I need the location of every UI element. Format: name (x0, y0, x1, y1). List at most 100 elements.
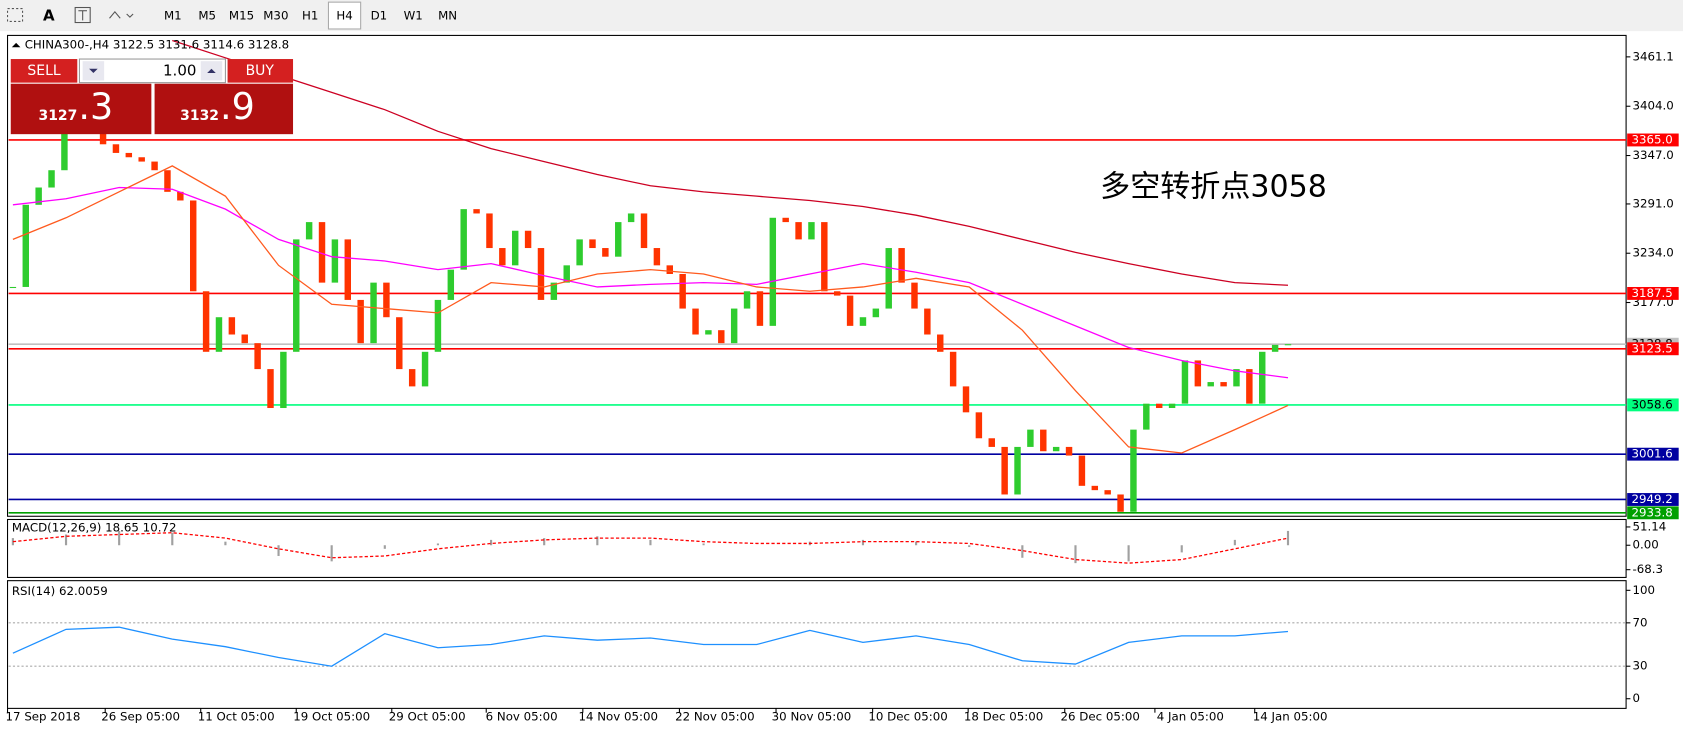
level-label: 3123.5 (1631, 341, 1672, 355)
candle (1259, 351, 1266, 404)
level-label: 2949.2 (1631, 492, 1672, 506)
candle (280, 351, 287, 409)
candle (305, 222, 313, 240)
ask-box[interactable] (154, 83, 294, 135)
candle (1220, 382, 1227, 387)
candle (344, 239, 351, 300)
level-label: 3187.5 (1631, 286, 1672, 300)
ask-big: 3132 (180, 108, 219, 124)
candle (9, 286, 17, 289)
x-tick-label: 22 Nov 05:00 (675, 709, 755, 723)
macd-title: MACD(12,26,9) 18.65 10.72 (12, 521, 177, 535)
candle (189, 200, 197, 292)
x-tick-label: 17 Sep 2018 (6, 709, 81, 723)
candle (202, 291, 210, 352)
moving-average (172, 39, 1289, 286)
macd-bar (489, 539, 493, 546)
candle (1014, 446, 1021, 495)
candle (576, 239, 583, 266)
macd-bar (171, 532, 174, 546)
candle (743, 291, 751, 309)
lot-input[interactable] (78, 58, 226, 84)
macd-bar (277, 545, 280, 556)
timeframe-button[interactable]: M5 (198, 9, 216, 23)
trade-panel: SELL 1.00 BUY 3127 .3 3132 .9 (10, 58, 294, 135)
macd-signal (12, 532, 1289, 564)
y-tick-label: 70 (1633, 615, 1648, 629)
candle (499, 248, 506, 266)
macd-bar (1233, 539, 1236, 546)
y-tick-label: 3291.0 (1633, 196, 1674, 210)
macd-bar (649, 539, 652, 546)
candle (22, 204, 30, 287)
timeframe-button[interactable]: W1 (404, 9, 423, 23)
sell-button[interactable] (10, 59, 78, 83)
candle (267, 369, 274, 409)
x-tick-label: 4 Jan 05:00 (1157, 709, 1224, 723)
macd-bar (543, 538, 546, 546)
macd-panel (6, 518, 1627, 578)
x-tick-label: 19 Oct 05:00 (293, 709, 370, 723)
timeframe-button[interactable]: M30 (263, 9, 288, 23)
level-label: 3058.6 (1631, 397, 1672, 411)
candle (833, 291, 841, 296)
timeframe-button[interactable]: D1 (371, 9, 388, 23)
candle (769, 217, 777, 326)
candle (692, 308, 699, 335)
candle (730, 308, 738, 344)
x-tick-label: 14 Jan 05:00 (1253, 709, 1328, 723)
candle (1168, 403, 1176, 409)
timeframe-button[interactable]: H4 (336, 9, 352, 23)
candle (35, 187, 42, 205)
macd-bar (436, 543, 440, 546)
candle (602, 248, 609, 257)
x-tick-label: 11 Oct 05:00 (198, 709, 275, 723)
level-tag (1627, 286, 1679, 300)
x-tick-label: 30 Nov 05:00 (772, 709, 852, 723)
timeframe-button[interactable]: MN (438, 9, 457, 23)
candle (1052, 446, 1060, 452)
candle (872, 308, 880, 318)
candle (975, 412, 983, 439)
candle (357, 299, 364, 344)
candle (795, 222, 802, 240)
buy-button[interactable] (227, 59, 294, 83)
candle (383, 282, 390, 318)
candle (99, 128, 107, 145)
macd-bar (861, 539, 865, 546)
y-tick-label: 3404.0 (1633, 99, 1674, 113)
candle (640, 213, 648, 249)
bid-box[interactable] (10, 83, 152, 135)
candle (1246, 369, 1253, 404)
x-tick-label: 14 Nov 05:00 (578, 709, 658, 723)
level-tag (1627, 506, 1679, 520)
candle (486, 213, 493, 249)
candle (962, 386, 970, 413)
macd-bar (1074, 545, 1077, 564)
lot-value: 1.00 (163, 61, 196, 79)
macd-bar (64, 534, 68, 546)
macd-bar (702, 543, 705, 546)
candle (254, 343, 261, 370)
candle (138, 157, 145, 162)
candle (1155, 403, 1163, 409)
candle (1027, 429, 1034, 447)
y-tick-label: 3461.1 (1633, 49, 1674, 63)
toolbar-icons: A (6, 7, 134, 25)
candle (949, 351, 957, 387)
macd-bar (224, 541, 227, 546)
candle (782, 217, 789, 223)
candle (1271, 344, 1279, 352)
macd-bar (1180, 545, 1183, 553)
y-tick-label: 3234.0 (1633, 246, 1674, 260)
timeframe-button[interactable]: H1 (302, 9, 318, 23)
timeframe-button[interactable]: M15 (229, 9, 254, 23)
candle (666, 265, 673, 274)
candle (898, 248, 905, 283)
timeframe-button[interactable]: M1 (164, 9, 182, 23)
toolbar (0, 0, 1683, 32)
y-tick-label: 100 (1633, 583, 1656, 597)
candle (1104, 490, 1111, 495)
candle (615, 222, 622, 257)
